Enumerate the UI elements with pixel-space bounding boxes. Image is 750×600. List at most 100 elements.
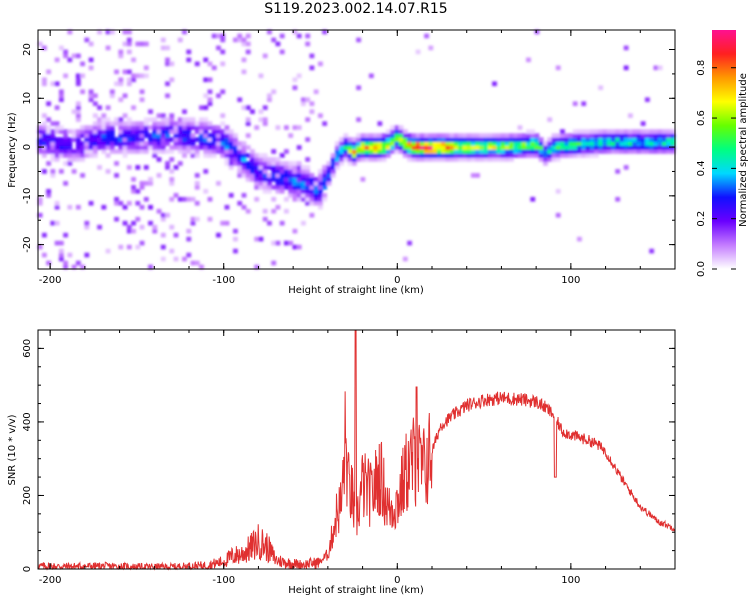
spectrogram-cell <box>564 149 570 154</box>
spectrogram-cell <box>182 145 187 150</box>
spectrogram-cell <box>627 113 633 118</box>
spectrogram-cell <box>88 141 94 146</box>
spectrogram-cell <box>436 153 442 158</box>
spectrogram-cell <box>611 129 616 134</box>
spectrogram-cell <box>670 129 676 134</box>
spectrogram-cell <box>75 117 81 122</box>
spectrogram-cell <box>254 153 260 158</box>
spectrogram-cell <box>41 153 47 158</box>
spectrogram-cell <box>126 29 132 35</box>
spectrogram-cell <box>139 133 145 138</box>
spectrogram-cell <box>262 173 268 178</box>
spectrogram-cell <box>54 240 60 246</box>
spectrogram-cell <box>339 137 345 142</box>
spectrogram-cell <box>326 161 332 166</box>
spectrogram-cell <box>131 177 136 182</box>
spectrogram-cell <box>517 125 523 130</box>
spectrogram-cell <box>424 141 429 146</box>
spectrogram-cell <box>441 133 446 138</box>
spectrogram-cell <box>139 224 145 230</box>
spectrogram-cell <box>500 149 506 154</box>
spectrogram-cell <box>177 121 183 126</box>
spectrogram-cell <box>292 29 298 35</box>
spectrogram-cell <box>135 165 141 170</box>
spectrogram-cell <box>432 133 438 138</box>
spectrogram-cell <box>475 149 480 154</box>
spectrogram-cell <box>152 137 158 142</box>
spectrogram-cell <box>216 129 221 134</box>
spectrogram-cell <box>594 153 599 158</box>
spectrogram-cell <box>517 153 523 158</box>
spectrogram-cell <box>118 77 124 83</box>
spectrogram-cell <box>131 57 136 63</box>
snr-ytick-label: 600 <box>22 339 33 358</box>
spectrogram-cell <box>577 133 582 138</box>
spectrogram-cell <box>657 137 663 142</box>
spectrogram-cell <box>262 117 268 122</box>
snr-xlabel: Height of straight line (km) <box>288 585 424 596</box>
spectrogram-cell <box>50 153 56 158</box>
spectrogram-cell <box>169 61 175 67</box>
spectrogram-cell <box>271 89 277 95</box>
spectrogram-cell <box>305 185 311 190</box>
spectrogram-cell <box>594 137 599 142</box>
spectrogram-cell <box>122 69 128 75</box>
spectrogram-cell <box>577 145 582 150</box>
spectrogram-cell <box>41 252 47 258</box>
spectrogram-cell <box>513 133 519 138</box>
spectrogram-cell <box>88 97 94 102</box>
spectrogram-cell <box>80 149 86 154</box>
spectrogram-cell <box>216 149 221 154</box>
spectrogram-cell <box>194 121 200 126</box>
spectrogram-cell <box>109 141 115 146</box>
spectrogram-cell <box>203 77 209 83</box>
spectrogram-cell <box>589 149 595 154</box>
spectrogram-cell <box>63 141 69 146</box>
spectrogram-cell <box>190 145 196 150</box>
spectrogram-cell <box>317 173 323 178</box>
spectrogram-cell <box>258 236 264 242</box>
spectrogram-cell <box>271 157 277 162</box>
spectrogram-cell <box>560 137 565 142</box>
spectrogram-cell <box>122 141 128 146</box>
spectrogram-cell <box>504 149 510 154</box>
spectrogram-cell <box>458 153 463 158</box>
spectrogram-cell <box>530 197 536 202</box>
spectrogram-cell <box>216 93 221 99</box>
spectrogram-cell <box>483 141 489 146</box>
spectrogram-cell <box>203 153 209 158</box>
spectrogram-cell <box>530 153 536 158</box>
spectrogram-cell <box>492 81 497 87</box>
spectrogram-cell <box>466 149 472 154</box>
spectrogram-cell <box>547 137 553 142</box>
spectrogram-cell <box>233 236 238 242</box>
spectrogram-cell <box>636 137 642 142</box>
spectrogram-cell <box>54 137 60 142</box>
spectrogram-cell <box>377 145 383 150</box>
spectrogram-cell <box>534 141 540 146</box>
spectrogram-cell <box>207 145 213 150</box>
spectrogram-cell <box>267 97 272 102</box>
spectrogram-cell <box>126 149 132 154</box>
spectrogram-cell <box>139 125 145 130</box>
spectrogram-cell <box>41 77 47 83</box>
spectrogram-cell <box>368 157 374 162</box>
spectrogram-cell <box>292 173 298 178</box>
spectrogram-cell <box>615 133 621 138</box>
spectrogram-cell <box>317 61 323 67</box>
spectrogram-cell <box>619 149 625 154</box>
spectrogram-cell <box>615 137 621 142</box>
spectrogram-cell <box>75 113 81 118</box>
spectrogram-cell <box>292 177 298 182</box>
spectrogram-cell <box>453 145 459 150</box>
spectrogram-cell <box>143 129 149 134</box>
spectrogram-cell <box>254 264 260 270</box>
spectrogram-cell <box>470 145 476 150</box>
spectrogram-cell <box>398 125 404 130</box>
spectrogram-cell <box>254 197 260 202</box>
spectrogram-cell <box>131 125 136 130</box>
spectrogram-cell <box>67 204 73 210</box>
spectrogram-cell <box>585 141 591 146</box>
spectrogram-cell <box>632 145 638 150</box>
